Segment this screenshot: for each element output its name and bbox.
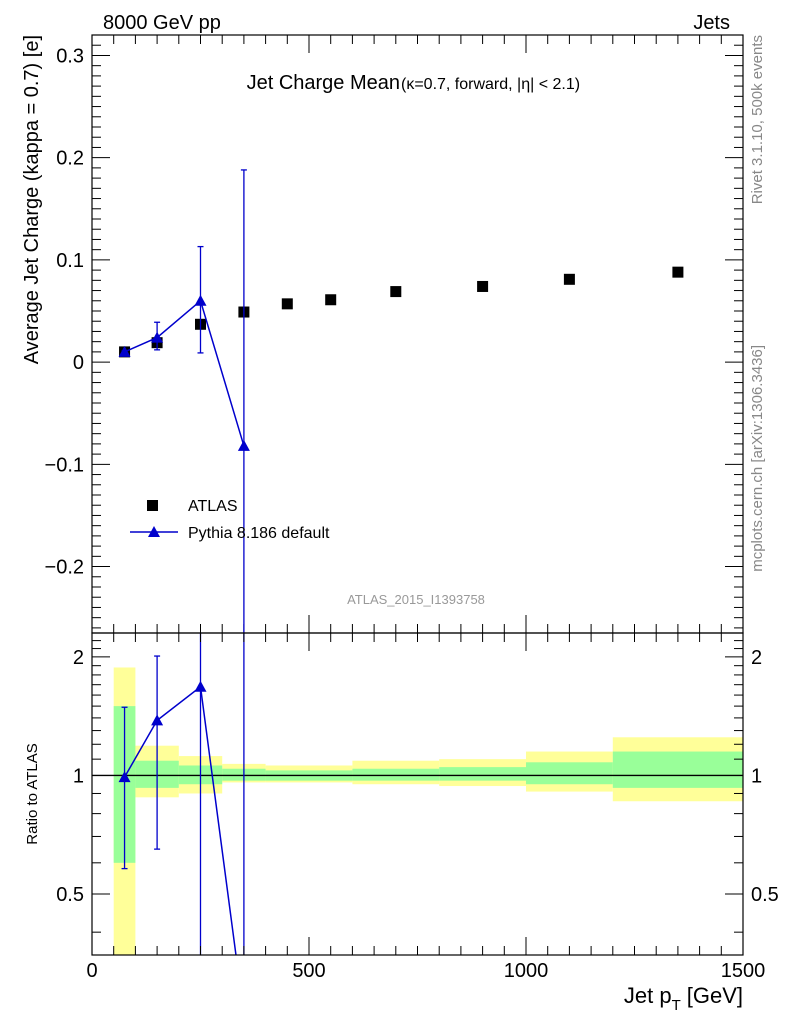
pythia-data-point [194,294,207,306]
legend-marker-pythia [148,526,160,537]
x-axis-label-subscript: T [672,997,681,1014]
pythia-data-point [118,345,131,357]
atlas-data-point [325,294,337,306]
y-tick-label: 0.1 [56,250,84,272]
ratio-data-point [151,714,164,726]
main-panel: −0.2 −0.1 0 0.1 0.2 0.3 Jet Charge Mean (κ=0.… [21,34,744,634]
header-right-label: Jets [693,12,730,34]
rivet-version-label: Rivet 3.1.10, 500k events [749,35,766,204]
ratio-panel: 0.5 0.5 1 1 2 2 Ratio to ATLAS [24,632,779,956]
legend-marker-atlas [147,500,158,511]
ratio-plot-frame [91,632,744,956]
atlas-data-point [390,286,402,298]
header-left-label: 8000 GeV pp [103,12,221,34]
y-tick-label: 0.2 [56,148,84,170]
ratio-pythia-line [123,685,237,955]
x-tick-label: 1500 [721,960,766,982]
ratio-y-tick-label-right: 0.5 [751,884,779,906]
x-axis-label: Jet pT [GeV] [624,983,743,1014]
x-tick-label: 0 [86,960,97,982]
x-tick-label: 500 [292,960,325,982]
mcplots-label: mcplots.cern.ch [arXiv:1306.3436] [749,345,766,572]
pythia-data-point [237,439,250,451]
ratio-y-axis-label: Ratio to ATLAS [24,743,41,844]
x-axis-label-unit: [GeV] [687,983,743,1008]
x-axis-label-main: Jet p [624,983,672,1008]
legend-label-atlas: ATLAS [188,498,238,515]
ratio-band-green [526,762,613,785]
chart-subtitle: (κ=0.7, forward, |η| < 2.1) [401,76,580,93]
y-tick-label: −0.1 [45,454,84,476]
atlas-data-point [477,280,489,292]
y-tick-label: −0.2 [45,557,84,579]
y-axis-label: Average Jet Charge (kappa = 0.7) [e] [21,35,43,364]
ratio-y-tick-label: 1 [73,765,84,787]
legend: ATLAS Pythia 8.186 default [130,498,330,542]
ratio-band-green [352,768,440,781]
ratio-y-tick-label: 2 [73,647,84,669]
atlas-data-point [563,273,575,285]
ratio-band-green [612,751,743,788]
analysis-id-label: ATLAS_2015_I1393758 [347,592,485,607]
pythia-data-point [151,331,164,343]
atlas-data-point [672,266,684,278]
ratio-band-green [439,767,526,781]
atlas-data-point [281,298,293,310]
ratio-y-tick-label-right: 1 [751,765,762,787]
pythia-line [124,299,245,447]
chart-title: Jet Charge Mean [247,72,400,94]
y-tick-label: 0 [73,352,84,374]
x-tick-label: 1000 [504,960,549,982]
legend-label-pythia: Pythia 8.186 default [188,525,330,542]
ratio-y-tick-label: 0.5 [56,884,84,906]
y-tick-label: 0.3 [56,45,84,67]
main-plot-frame [91,34,744,634]
ratio-data-point [118,771,131,783]
ratio-y-tick-label-right: 2 [751,647,762,669]
ratio-data-point [194,680,207,692]
